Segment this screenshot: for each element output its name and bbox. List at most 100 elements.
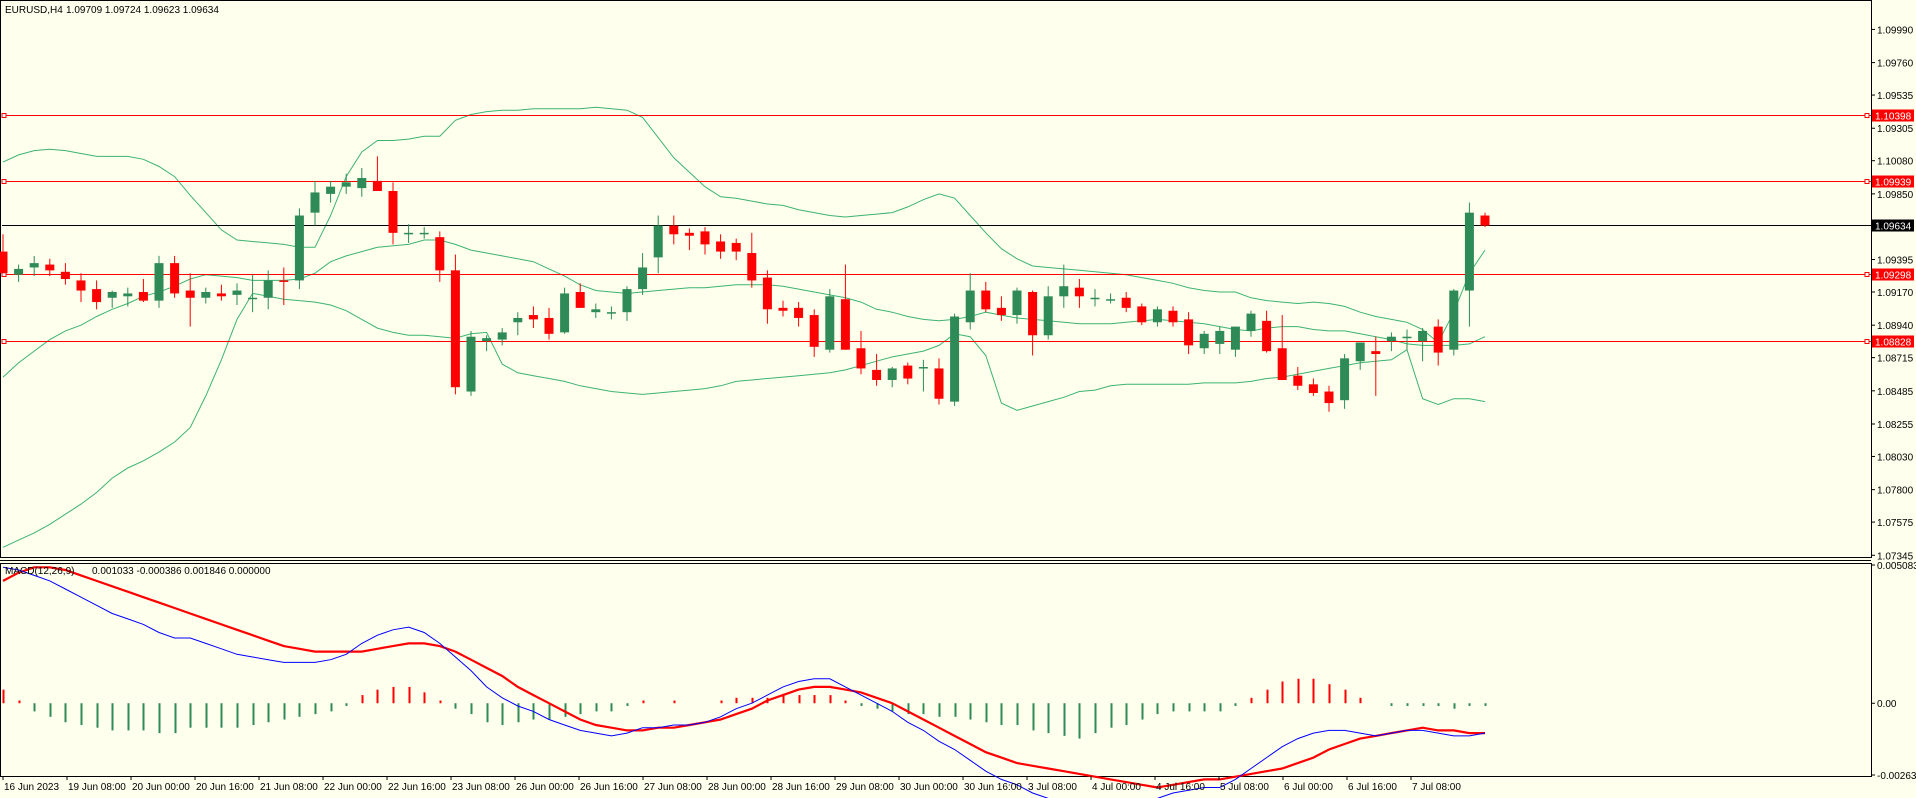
candle-body: [0, 251, 8, 274]
candle-body: [1215, 330, 1225, 344]
candle-body: [372, 180, 382, 191]
candle-body: [1293, 375, 1303, 386]
ohlc-readout: 1.09709 1.09724 1.09623 1.09634: [66, 5, 219, 16]
price-tick-label: 1.07575: [1877, 518, 1914, 529]
macd-signal-line: [2, 566, 1485, 789]
candle-body: [1246, 313, 1256, 331]
level-price-tag-label: 1.10398: [1875, 112, 1912, 123]
candle-body: [1074, 287, 1084, 297]
candle-body: [279, 280, 289, 282]
candle-body: [965, 290, 975, 323]
candle-body: [1106, 299, 1116, 301]
candle-body: [435, 237, 445, 271]
price-tick-label: 1.08030: [1877, 452, 1914, 463]
macd-main-line: [2, 566, 1486, 798]
candle-body: [981, 290, 991, 310]
bollinger-middle-line: [2, 239, 1486, 378]
candle-body: [622, 289, 632, 313]
candle-body: [1028, 291, 1038, 336]
current-price-tag: [1872, 219, 1914, 232]
candle-body: [1043, 296, 1053, 336]
candle-body: [185, 290, 195, 298]
candle-body: [638, 267, 648, 290]
time-tick-label: 30 Jun 16:00: [964, 782, 1022, 793]
level-anchor-handle[interactable]: [1864, 179, 1870, 184]
candle-body: [1059, 286, 1069, 297]
candle-body: [29, 263, 39, 268]
price-tick-label: 1.08255: [1877, 420, 1914, 431]
candle-body: [92, 289, 102, 303]
candle-body: [170, 263, 180, 294]
candle-body: [1184, 319, 1194, 346]
candle-body: [466, 336, 476, 392]
level-anchor-handle[interactable]: [1, 339, 7, 344]
time-tick-label: 3 Jul 08:00: [1028, 782, 1077, 793]
bollinger-upper-line: [2, 106, 1486, 344]
candle-body: [138, 291, 148, 301]
time-tick-label: 4 Jul 00:00: [1092, 782, 1141, 793]
time-tick-label: 23 Jun 08:00: [452, 782, 510, 793]
candle-body: [700, 231, 710, 245]
level-anchor-handle[interactable]: [1, 179, 7, 184]
level-anchor-handle[interactable]: [1, 113, 7, 118]
candle-body: [716, 241, 726, 252]
candle-body: [123, 293, 133, 297]
candle-body: [872, 369, 882, 380]
price-tick-label: 1.09760: [1877, 59, 1914, 70]
time-tick-label: 7 Jul 08:00: [1412, 782, 1461, 793]
macd-tick-label: 0.005083: [1877, 561, 1916, 572]
time-tick-label: 28 Jun 16:00: [772, 782, 830, 793]
candle-body: [60, 271, 70, 279]
time-tick-label: 29 Jun 08:00: [836, 782, 894, 793]
candle-body: [856, 348, 866, 369]
time-tick-label: 22 Jun 16:00: [388, 782, 446, 793]
candle-body: [1464, 212, 1474, 291]
candle-body: [419, 232, 429, 235]
candle-body: [762, 277, 772, 310]
level-anchor-handle[interactable]: [1864, 113, 1870, 118]
time-tick-label: 4 Jul 16:00: [1156, 782, 1205, 793]
main-pane: 1.09990 1.09760 1.09535 1.09305 1.10080 1.098…: [0, 25, 1914, 562]
candle-body: [560, 293, 570, 333]
candle-body: [482, 338, 492, 342]
candle-body: [606, 312, 616, 314]
macd-pane: 0.005083 0.00 -0.002639: [2, 561, 1916, 798]
candle-body: [404, 232, 414, 235]
time-tick-label: 5 Jul 08:00: [1220, 782, 1269, 793]
price-tick-label: 1.10080: [1877, 157, 1914, 168]
candle-body: [1262, 320, 1272, 352]
candle-body: [341, 182, 351, 187]
macd-tick-label: -0.002639: [1877, 771, 1916, 782]
candle-body: [1418, 330, 1428, 342]
level-price-tag-label: 1.08828: [1875, 338, 1912, 349]
candle-body: [996, 307, 1006, 316]
candle-body: [809, 315, 819, 347]
price-tick-label: 1.09990: [1877, 25, 1914, 36]
main-pane-frame: [0, 0, 1872, 558]
candle-body: [887, 368, 897, 380]
level-price-tag: [1872, 175, 1914, 188]
level-anchor-handle[interactable]: [1864, 272, 1870, 277]
time-tick-label: 27 Jun 08:00: [644, 782, 702, 793]
time-tick-label: 30 Jun 00:00: [900, 782, 958, 793]
candle-body: [1012, 290, 1022, 316]
candle-body: [1277, 348, 1287, 380]
level-price-tag: [1872, 268, 1914, 281]
price-tick-label: 1.08715: [1877, 354, 1914, 365]
price-tick-label: 1.09395: [1877, 256, 1914, 267]
candle-body: [76, 280, 86, 291]
bollinger-lower-line: [2, 292, 1486, 548]
candle-body: [1121, 297, 1131, 308]
level-anchor-handle[interactable]: [1864, 339, 1870, 344]
candle-body: [232, 290, 242, 295]
level-price-tag-label: 1.09939: [1875, 178, 1912, 189]
candle-body: [1433, 326, 1443, 353]
time-tick-label: 28 Jun 00:00: [708, 782, 766, 793]
current-price-tag-label: 1.09634: [1875, 222, 1912, 233]
candle-body: [1355, 342, 1365, 362]
candle-body: [216, 293, 226, 297]
time-tick-label: 6 Jul 16:00: [1348, 782, 1397, 793]
candle-body: [310, 192, 320, 213]
